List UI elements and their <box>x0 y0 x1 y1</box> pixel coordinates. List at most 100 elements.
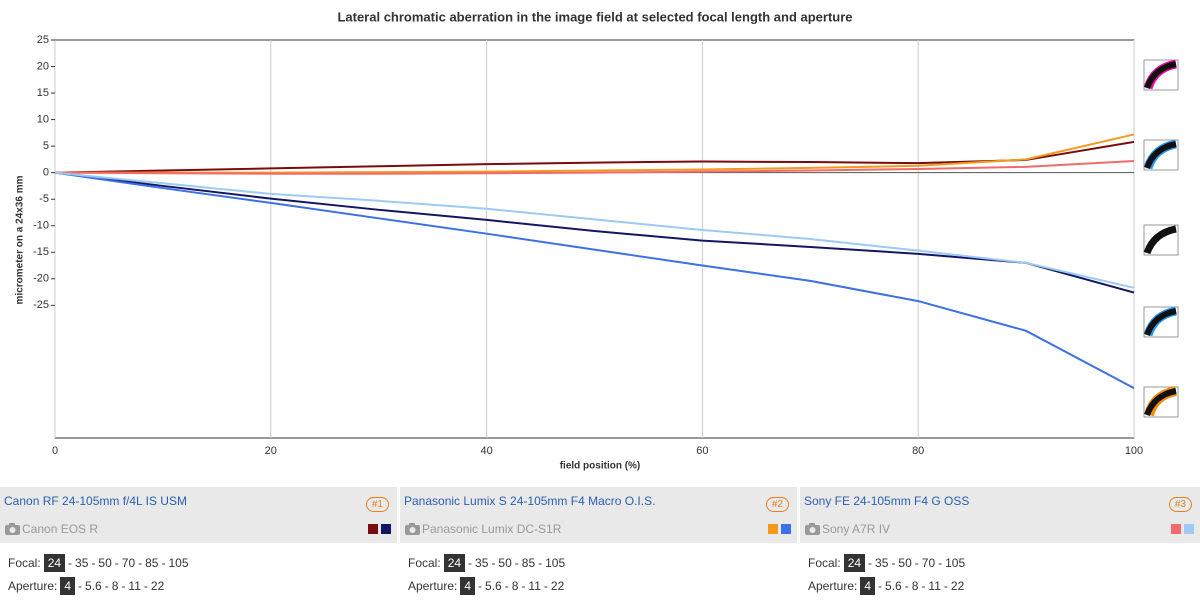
camera: Sony A7R IV <box>804 522 890 536</box>
aperture-label: Aperture: <box>408 579 458 593</box>
separator: - <box>891 556 896 570</box>
series-line <box>54 159 1135 175</box>
aperture-option[interactable]: 8 <box>111 579 119 593</box>
aperture-option[interactable]: 4 <box>60 577 76 595</box>
separator: - <box>68 556 73 570</box>
focal-option[interactable]: 85 <box>145 556 159 570</box>
camera-name: Canon EOS R <box>22 522 99 536</box>
aperture-option[interactable]: 11 <box>128 579 141 593</box>
aperture-option[interactable]: 22 <box>150 579 165 593</box>
aperture-option[interactable]: 5.6 <box>85 579 102 593</box>
lens-panel: Sony FE 24-105mm F4 G OSS #3 Sony A7R IV Fo… <box>800 487 1200 607</box>
aperture-option[interactable]: 22 <box>950 579 965 593</box>
aperture-option[interactable]: 4 <box>460 577 476 595</box>
focal-option[interactable]: 35 <box>875 556 889 570</box>
focal-option[interactable]: 24 <box>443 554 466 572</box>
focal-option[interactable]: 85 <box>521 556 536 570</box>
focal-option[interactable]: 50 <box>498 556 512 570</box>
separator: - <box>938 556 943 570</box>
focal-label: Focal: <box>808 556 841 570</box>
y-tick-label: 0 <box>43 167 49 179</box>
aperture-option[interactable]: 22 <box>550 579 565 593</box>
focal-row: Focal: 24-35-50-85-105 <box>408 554 568 572</box>
separator: - <box>478 579 483 593</box>
camera-icon <box>405 523 420 535</box>
y-tick-label: -5 <box>39 193 49 205</box>
camera: Panasonic Lumix DC-S1R <box>404 522 561 536</box>
y-axis-label: micrometer on a 24x36 mm <box>15 175 26 304</box>
focal-option[interactable]: 24 <box>43 554 66 572</box>
separator: - <box>504 579 509 593</box>
separator: - <box>78 579 83 593</box>
focal-option[interactable]: 24 <box>843 554 866 572</box>
separator: - <box>104 579 109 593</box>
swatch <box>781 524 791 534</box>
separator: - <box>138 556 143 570</box>
focal-label: Focal: <box>408 556 441 570</box>
aperture-option[interactable]: 11 <box>528 579 541 593</box>
separator: - <box>538 556 543 570</box>
separator: - <box>921 579 926 593</box>
separator: - <box>114 556 119 570</box>
camera-name: Panasonic Lumix DC-S1R <box>422 522 562 536</box>
focal-option[interactable]: 105 <box>545 556 566 570</box>
separator: - <box>943 579 948 593</box>
focal-option[interactable]: 70 <box>921 556 936 570</box>
swatches <box>368 524 391 534</box>
separator: - <box>91 556 96 570</box>
series-line <box>54 171 1135 390</box>
y-tick-label: 20 <box>37 60 49 72</box>
separator: - <box>161 556 166 570</box>
focal-option[interactable]: 50 <box>98 556 112 570</box>
camera-icon <box>5 523 20 535</box>
x-tick-label: 20 <box>265 445 277 457</box>
separator: - <box>878 579 883 593</box>
camera: Canon EOS R <box>4 522 98 536</box>
lens-name[interactable]: Canon RF 24-105mm f/4L IS USM <box>4 494 187 508</box>
swatch <box>1171 524 1181 534</box>
aperture-option[interactable]: 8 <box>911 579 919 593</box>
camera-name: Sony A7R IV <box>822 522 891 536</box>
y-tick-label: -15 <box>33 246 49 258</box>
separator: - <box>868 556 873 570</box>
camera-icon <box>805 523 820 535</box>
swatches <box>768 524 791 534</box>
focal-option[interactable]: 105 <box>945 556 966 570</box>
lens-header: Canon RF 24-105mm f/4L IS USM #1 Canon EOS… <box>0 487 397 543</box>
aperture-label: Aperture: <box>8 579 58 593</box>
lens-header: Sony FE 24-105mm F4 G OSS #3 Sony A7R IV <box>800 487 1200 543</box>
badge: #1 <box>365 497 389 512</box>
separator: - <box>521 579 526 593</box>
lens-name[interactable]: Panasonic Lumix S 24-105mm F4 Macro O.I.… <box>404 494 656 508</box>
separator: - <box>491 556 496 570</box>
aperture-row: Aperture: 4-5.6-8-11-22 <box>8 577 167 595</box>
swatch <box>381 524 391 534</box>
series-line <box>54 171 1135 294</box>
y-tick-label: 25 <box>37 34 49 46</box>
focal-option[interactable]: 35 <box>475 556 489 570</box>
lens-name[interactable]: Sony FE 24-105mm F4 G OSS <box>804 494 970 508</box>
separator: - <box>914 556 919 570</box>
focal-option[interactable]: 105 <box>168 556 189 570</box>
chart-title: Lateral chromatic aberration in the imag… <box>337 9 852 24</box>
aperture-option[interactable]: 11 <box>928 579 941 593</box>
separator: - <box>143 579 148 593</box>
aperture-row: Aperture: 4-5.6-8-11-22 <box>408 577 567 595</box>
focal-label: Focal: <box>8 556 41 570</box>
separator: - <box>543 579 548 593</box>
aperture-option[interactable]: 5.6 <box>485 579 502 593</box>
badge: #2 <box>765 497 789 512</box>
y-tick-label: -20 <box>33 273 49 285</box>
focal-option[interactable]: 70 <box>121 556 136 570</box>
focal-option[interactable]: 35 <box>75 556 89 570</box>
focal-row: Focal: 24-35-50-70-105 <box>808 554 968 572</box>
aperture-option[interactable]: 8 <box>511 579 519 593</box>
series-line <box>54 140 1135 174</box>
focal-option[interactable]: 50 <box>898 556 912 570</box>
swatch <box>1184 524 1194 534</box>
aperture-option[interactable]: 4 <box>860 577 876 595</box>
lens-header: Panasonic Lumix S 24-105mm F4 Macro O.I.… <box>400 487 797 543</box>
y-tick-label: -25 <box>33 299 49 311</box>
aperture-option[interactable]: 5.6 <box>885 579 902 593</box>
